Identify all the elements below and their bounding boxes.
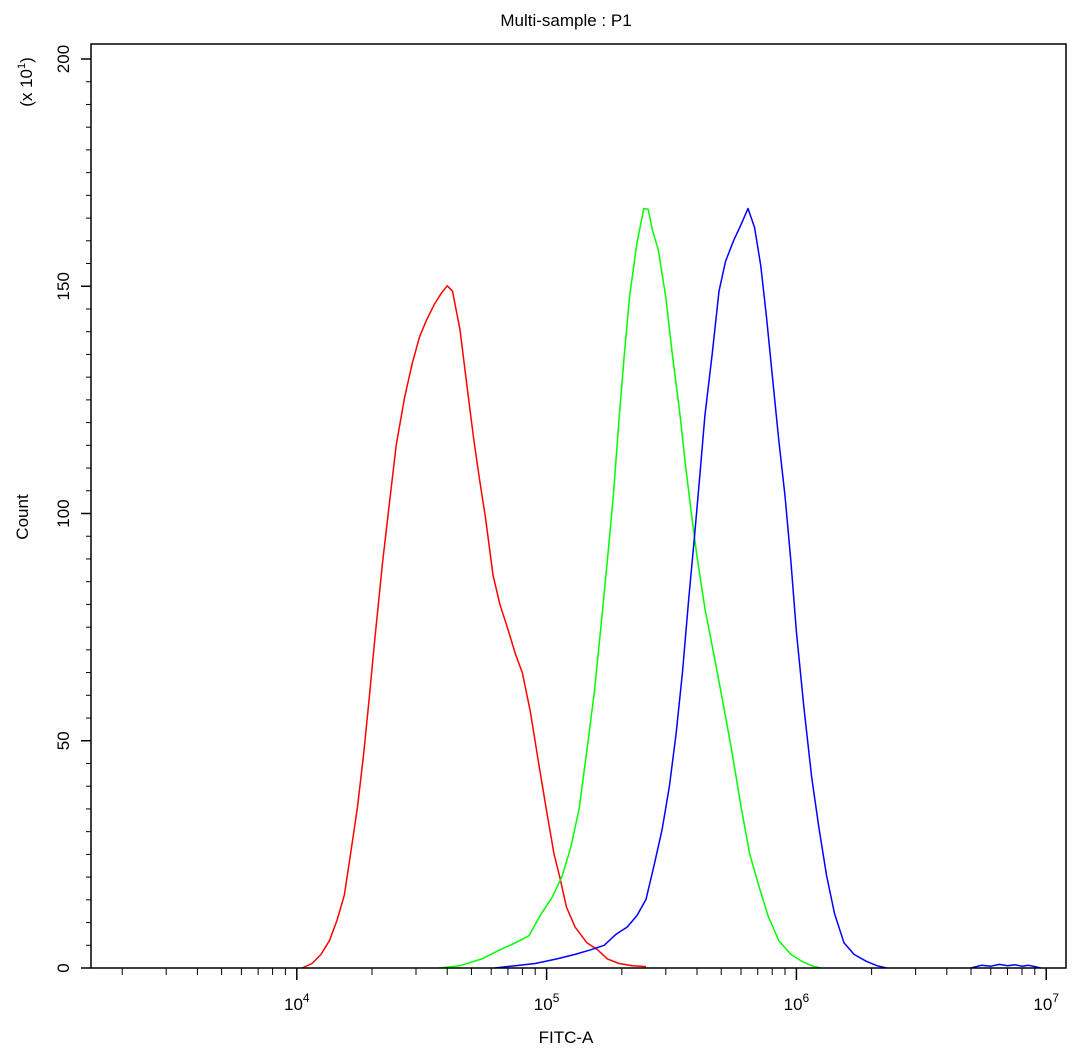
y-tick-label: 0 (54, 963, 73, 972)
y-multiplier-suffix: ) (17, 57, 36, 63)
histogram-line-1 (438, 207, 821, 969)
x-tick-label-exponent: 4 (303, 991, 310, 1005)
y-tick-label-group: 50 (54, 731, 73, 750)
plot-frame (90, 43, 1067, 969)
y-tick-label-group: 200 (54, 45, 73, 73)
x-axis-ticks: 104 105 106 107 (121, 968, 1059, 1014)
x-tick-label-base: 10 (784, 995, 803, 1014)
x-tick-label-base: 10 (534, 995, 553, 1014)
histogram-line-3 (970, 963, 1041, 969)
chart-title: Multi-sample : P1 (500, 11, 631, 30)
x-tick-label-exponent: 5 (553, 991, 560, 1005)
x-tick-label: 106 (784, 991, 810, 1014)
x-tick-label-base: 10 (284, 995, 303, 1014)
y-axis-ticks: 0 50 100 150 200 (54, 45, 91, 973)
y-tick-label: 150 (54, 272, 73, 300)
y-tick-label: 200 (54, 45, 73, 73)
x-tick-label: 104 (284, 991, 310, 1014)
svg-text:(x 101): (x 101) (16, 57, 36, 107)
histogram-series (301, 207, 1041, 969)
x-axis-title: FITC-A (539, 1028, 594, 1047)
y-axis-title: Count (13, 494, 32, 540)
x-tick-label-exponent: 7 (1052, 991, 1059, 1005)
y-tick-label-group: 0 (54, 963, 73, 972)
y-tick-label-group: 100 (54, 499, 73, 527)
x-tick-label: 105 (534, 991, 560, 1014)
histogram-line-2 (494, 207, 887, 969)
histogram-line-0 (301, 285, 647, 969)
x-tick-label: 107 (1033, 991, 1059, 1014)
y-axis-title-group: Count (13, 494, 32, 540)
y-multiplier-exponent: 1 (16, 63, 28, 69)
y-multiplier-prefix: (x 10 (17, 69, 36, 107)
y-tick-label: 50 (54, 731, 73, 750)
x-tick-label-exponent: 6 (803, 991, 810, 1005)
x-tick-label-base: 10 (1033, 995, 1052, 1014)
y-tick-label-group: 150 (54, 272, 73, 300)
y-tick-label: 100 (54, 499, 73, 527)
y-multiplier: (x 101) (16, 57, 36, 107)
